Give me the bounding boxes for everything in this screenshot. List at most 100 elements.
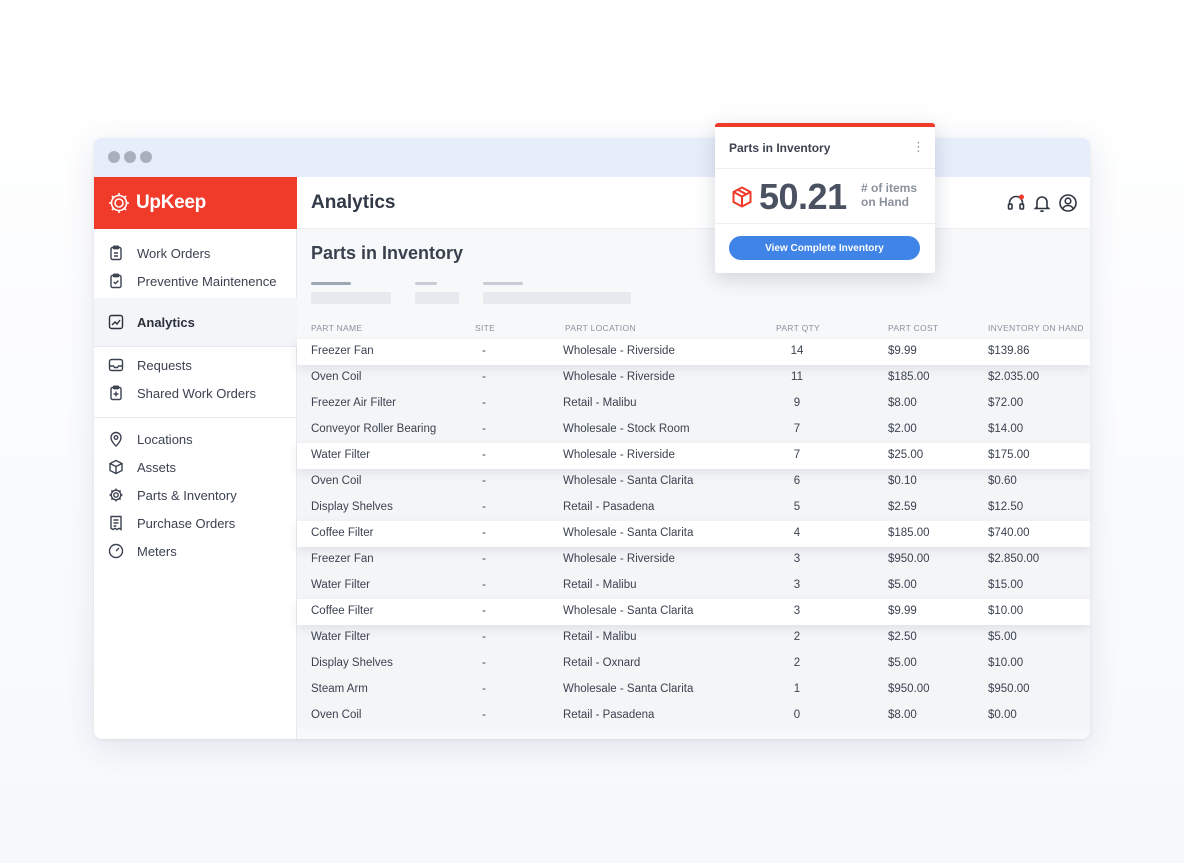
filter-placeholder[interactable] bbox=[483, 292, 631, 304]
cell-site: - bbox=[482, 423, 486, 435]
gauge-icon bbox=[108, 543, 124, 559]
column-header-part-location[interactable]: Part Location bbox=[565, 323, 636, 333]
filter-placeholder[interactable] bbox=[415, 292, 459, 304]
table-row[interactable]: Freezer Fan - Wholesale - Riverside 3 $950.0… bbox=[297, 547, 1090, 573]
cell-part-name: Oven Coil bbox=[311, 371, 362, 383]
cell-inventory-on-hand: $740.00 bbox=[988, 527, 1030, 539]
table-row[interactable]: Coffee Filter - Wholesale - Santa Clarita 3… bbox=[297, 599, 1090, 625]
table-row[interactable]: Coffee Filter - Wholesale - Santa Clarita 4… bbox=[297, 521, 1090, 547]
cell-part-cost: $185.00 bbox=[888, 371, 930, 383]
cell-part-location: Wholesale - Riverside bbox=[563, 449, 675, 461]
window-minimize-dot[interactable] bbox=[124, 151, 136, 163]
cell-site: - bbox=[482, 371, 486, 383]
cell-site: - bbox=[482, 501, 486, 513]
brand-name: UpKeep bbox=[136, 192, 206, 213]
cell-part-qty: 3 bbox=[793, 553, 801, 565]
sidebar-item-locations[interactable]: Locations bbox=[94, 425, 297, 453]
metric-unit: # of items on Hand bbox=[861, 181, 931, 209]
cell-part-location: Wholesale - Stock Room bbox=[563, 423, 690, 435]
table-row[interactable]: Water Filter - Wholesale - Riverside 7 $25.0… bbox=[297, 443, 1090, 469]
column-header-site[interactable]: Site bbox=[475, 323, 496, 333]
sidebar-item-shared-work-orders[interactable]: Shared Work Orders bbox=[94, 379, 297, 407]
view-complete-inventory-button[interactable]: View Complete Inventory bbox=[729, 236, 920, 260]
sidebar-item-parts-inventory[interactable]: Parts & Inventory bbox=[94, 481, 297, 509]
cell-inventory-on-hand: $5.00 bbox=[988, 631, 1017, 643]
table-row[interactable]: Oven Coil - Retail - Pasadena 0 $8.00 $0.00 bbox=[297, 703, 1090, 729]
filter-placeholder[interactable] bbox=[311, 292, 391, 304]
sidebar-item-analytics[interactable]: Analytics bbox=[94, 298, 297, 346]
cell-part-qty: 2 bbox=[793, 657, 801, 669]
table-row[interactable]: Oven Coil - Wholesale - Riverside 11 $185.00… bbox=[297, 365, 1090, 391]
sidebar-item-label: Analytics bbox=[137, 314, 195, 330]
table-row[interactable]: Conveyor Roller Bearing - Wholesale - Stoc… bbox=[297, 417, 1090, 443]
bell-icon[interactable] bbox=[1032, 193, 1052, 213]
cell-part-qty: 1 bbox=[793, 683, 801, 695]
cell-part-name: Freezer Air Filter bbox=[311, 397, 396, 409]
sidebar-item-meters[interactable]: Meters bbox=[94, 537, 297, 565]
cell-part-location: Wholesale - Riverside bbox=[563, 371, 675, 383]
cell-part-cost: $9.99 bbox=[888, 345, 917, 357]
cell-part-qty: 7 bbox=[793, 423, 801, 435]
sidebar-item-label: Work Orders bbox=[137, 245, 211, 261]
cell-part-name: Freezer Fan bbox=[311, 345, 374, 357]
sidebar-item-purchase-orders[interactable]: Purchase Orders bbox=[94, 509, 297, 537]
cell-part-cost: $0.10 bbox=[888, 475, 917, 487]
sidebar-item-requests[interactable]: Requests bbox=[94, 351, 297, 379]
cell-site: - bbox=[482, 683, 486, 695]
table-row[interactable]: Steam Arm - Wholesale - Santa Clarita 1 $950… bbox=[297, 677, 1090, 703]
column-header-inventory-on-hand[interactable]: Inventory on Hand bbox=[988, 323, 1084, 333]
cell-part-name: Steam Arm bbox=[311, 683, 368, 695]
user-circle-icon[interactable] bbox=[1058, 193, 1078, 213]
cell-part-cost: $9.99 bbox=[888, 605, 917, 617]
table-row[interactable]: Freezer Air Filter - Retail - Malibu 9 $8.00… bbox=[297, 391, 1090, 417]
cell-inventory-on-hand: $0.60 bbox=[988, 475, 1017, 487]
cell-part-qty: 2 bbox=[793, 631, 801, 643]
sidebar-divider bbox=[94, 346, 297, 347]
cell-inventory-on-hand: $72.00 bbox=[988, 397, 1024, 409]
clipboard-icon bbox=[110, 245, 122, 261]
brand-logo[interactable]: UpKeep bbox=[94, 177, 297, 229]
page-header: Analytics bbox=[297, 177, 1090, 229]
gear-logo-icon bbox=[109, 193, 129, 213]
table-row[interactable]: Display Shelves - Retail - Oxnard 2 $5.00 $10… bbox=[297, 651, 1090, 677]
cell-inventory-on-hand: $15.00 bbox=[988, 579, 1024, 591]
cell-inventory-on-hand: $10.00 bbox=[988, 657, 1024, 669]
table-row[interactable]: Display Shelves - Retail - Pasadena 5 $2.59 $… bbox=[297, 495, 1090, 521]
sidebar-item-assets[interactable]: Assets bbox=[94, 453, 297, 481]
column-header-part-cost[interactable]: Part Cost bbox=[888, 323, 939, 333]
cell-part-location: Retail - Malibu bbox=[563, 397, 637, 409]
table-row[interactable]: Oven Coil - Wholesale - Santa Clarita 6 $0.1… bbox=[297, 469, 1090, 495]
column-header-part-name[interactable]: Part Name bbox=[311, 323, 363, 333]
sidebar-item-preventive-maintenance[interactable]: Preventive Maintenence bbox=[94, 267, 297, 295]
box-icon bbox=[732, 186, 752, 208]
more-vertical-icon[interactable]: ⋮ bbox=[912, 139, 925, 154]
table-row[interactable]: Water Filter - Retail - Malibu 2 $2.50 $5.00 bbox=[297, 625, 1090, 651]
headset-icon[interactable] bbox=[1006, 193, 1026, 213]
cell-part-name: Conveyor Roller Bearing bbox=[311, 423, 437, 435]
sidebar-item-label: Purchase Orders bbox=[137, 515, 236, 531]
page-title: Analytics bbox=[311, 192, 396, 213]
cell-part-qty: 11 bbox=[791, 371, 803, 383]
clipboard-check-icon bbox=[110, 273, 122, 289]
sidebar-item-label: Locations bbox=[137, 431, 193, 447]
cell-site: - bbox=[482, 553, 486, 565]
cell-part-location: Wholesale - Riverside bbox=[563, 345, 675, 357]
sidebar-item-work-orders[interactable]: Work Orders bbox=[94, 239, 297, 267]
cell-part-location: Retail - Pasadena bbox=[563, 709, 655, 721]
cell-inventory-on-hand: $0.00 bbox=[988, 709, 1017, 721]
clipboard-plus-icon bbox=[110, 385, 122, 401]
table-row[interactable]: Freezer Fan - Wholesale - Riverside 14 $9.99… bbox=[297, 339, 1090, 365]
cell-part-cost: $2.50 bbox=[888, 631, 917, 643]
column-header-part-qty[interactable]: Part Qty bbox=[776, 323, 820, 333]
gear-icon bbox=[109, 488, 123, 502]
window-close-dot[interactable] bbox=[108, 151, 120, 163]
table-row[interactable]: Water Filter - Retail - Malibu 3 $5.00 $15.00 bbox=[297, 573, 1090, 599]
cell-part-name: Water Filter bbox=[311, 631, 370, 643]
cell-part-cost: $25.00 bbox=[888, 449, 924, 461]
cell-part-location: Retail - Malibu bbox=[563, 631, 637, 643]
cell-site: - bbox=[482, 397, 486, 409]
cell-part-name: Water Filter bbox=[311, 579, 370, 591]
window-maximize-dot[interactable] bbox=[140, 151, 152, 163]
cell-part-cost: $5.00 bbox=[888, 657, 917, 669]
sidebar-item-label: Assets bbox=[137, 459, 177, 475]
